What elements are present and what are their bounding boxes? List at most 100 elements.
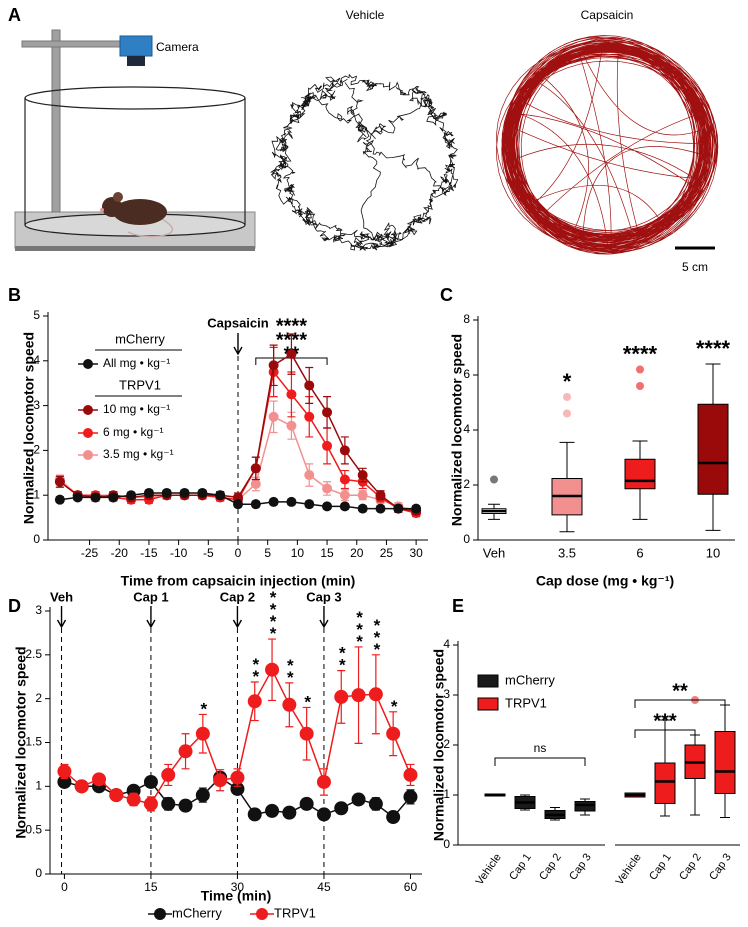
bracket [494,757,586,766]
cylinder-wall [24,98,246,225]
significance: ** [672,680,688,702]
y-tick-label: 3 [35,603,42,617]
mouse-nose [100,208,104,212]
panel-label: A [8,5,21,25]
data-point [322,483,333,494]
outlier [563,393,571,401]
panel-label: B [8,285,21,305]
data-point [126,792,141,807]
significance: **** [264,588,283,636]
data-point [247,694,262,709]
panel-label: C [440,285,453,305]
vehicle-trajectory [269,73,459,251]
x-tick-label: -25 [81,546,99,560]
significance: ** [246,655,265,679]
x-tick-label: Cap 3 [707,852,734,883]
y-tick-label: 1 [33,487,40,501]
y-tick-label: 4 [443,637,450,651]
data-point [339,490,350,501]
data-point [143,774,158,789]
data-point [286,389,297,400]
camera [119,35,153,57]
x-tick-label: 45 [317,880,331,894]
panel-label: D [8,596,21,616]
x-tick-label: Veh [483,545,505,560]
legend-marker [83,359,93,369]
data-point [250,463,261,474]
x-tick-label: 0 [235,546,242,560]
event-label: Veh [50,589,73,604]
trajectory-title: Vehicle [346,8,385,22]
trajectories [269,35,719,255]
x-tick-label: 60 [404,880,418,894]
event-label: Cap 3 [306,589,341,604]
x-axis-label: Time (min) [201,888,272,904]
significance: *** [350,608,369,644]
data-point [268,496,279,507]
legend-label: 6 mg • kg⁻¹ [103,425,164,439]
data-point [339,445,350,456]
legend-label: TRPV1 [505,695,547,710]
data-point [143,796,158,811]
y-tick-label: 8 [463,312,470,326]
y-tick-label: 2.5 [25,647,42,661]
legend-marker [256,908,268,920]
data-point [265,803,280,818]
stand-arm [21,40,123,48]
data-point [233,499,243,510]
significance: *** [653,710,677,732]
data-point [250,479,261,489]
y-tick-label: 3 [443,687,450,701]
panel-label: E [452,596,464,616]
legend-marker [83,450,93,460]
y-tick-label: 2 [443,737,450,751]
significance: **** [623,341,658,366]
legend-group: mCherry [115,331,165,346]
y-tick-label: 0 [35,866,42,880]
data-point [250,499,261,510]
data-point [357,490,368,501]
significance: * [385,697,404,709]
data-point [197,487,208,498]
data-point [304,411,315,422]
legend-marker [154,908,166,920]
event-arrow [56,606,67,629]
data-point [304,380,315,391]
data-point [411,503,422,514]
camera-label: Camera [156,40,199,54]
data-point [265,662,280,677]
data-point [393,503,404,514]
data-point [299,726,314,741]
x-tick-label: Vehicle [614,852,644,888]
data-point [54,494,65,505]
y-tick-label: 0 [443,837,450,851]
data-point [72,492,83,503]
event-arrow [319,606,329,629]
legend-marker [83,405,93,415]
data-point [286,496,297,507]
x-tick-label: Cap 2 [537,852,564,883]
mouse-body [113,199,167,225]
data-point [213,773,228,788]
bracket [634,729,696,738]
x-tick-label: 10 [706,545,720,560]
outlier [490,475,498,484]
outlier [636,365,644,374]
y-axis-label: Normalized locomotor speed [449,334,465,526]
mouse-ear [113,192,123,202]
x-tick-label: Cap 2 [677,852,704,883]
data-point [304,470,315,481]
box [654,762,676,804]
legend-group: TRPV1 [119,377,161,392]
data-point [322,407,333,418]
y-tick-label: 4 [463,422,470,436]
y-tick-label: 1 [443,787,450,801]
y-tick-label: 1.5 [25,735,42,749]
x-tick-label: Vehicle [474,852,504,888]
data-point [334,689,349,704]
mouse-tail [127,217,174,238]
x-tick-label: -5 [203,546,214,560]
data-point [195,726,210,741]
data-point [215,490,226,501]
y-tick-label: 2 [33,443,40,457]
